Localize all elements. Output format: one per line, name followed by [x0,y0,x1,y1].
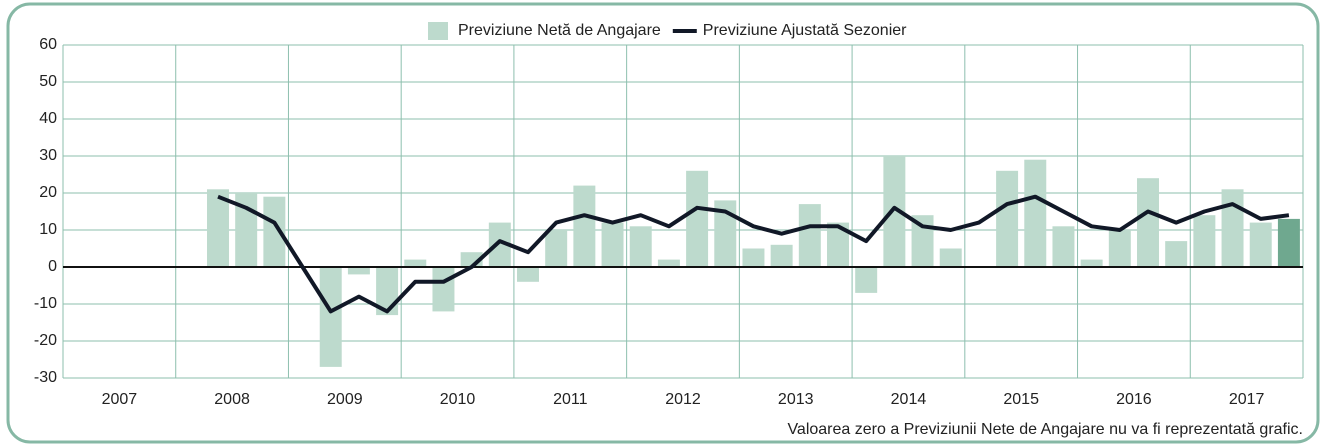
legend-label: Previziune Ajustată Sezonier [703,22,907,39]
bar [770,244,793,267]
bar [1249,222,1272,267]
x-tick-label: 2016 [1116,391,1152,408]
frame [6,2,1320,444]
bar [1052,226,1075,267]
bar [686,170,709,267]
x-tick-label: 2009 [327,391,363,408]
y-tick-label: 60 [39,36,57,53]
bar [657,259,680,267]
bar [573,185,596,267]
bar [883,156,906,267]
bar [1165,241,1188,267]
bar [742,248,765,267]
x-tick-label: 2014 [891,391,927,408]
bar [939,248,962,267]
y-tick-label: 40 [39,110,57,127]
bar [517,267,539,282]
x-tick-label: 2011 [553,391,588,408]
y-tick-label: 30 [39,147,57,164]
x-tick-label: 2017 [1229,391,1265,408]
bar [1137,178,1159,267]
bar [855,267,878,293]
x-tick-label: 2008 [214,391,250,408]
x-tick-label: 2012 [665,391,701,408]
bar [996,170,1019,267]
bar [798,204,821,267]
y-tick-label: 20 [39,184,57,201]
bar [432,267,455,312]
x-tick-label: 2007 [102,391,138,408]
x-tick-label: 2015 [1003,391,1039,408]
bar [347,267,370,275]
bar [404,259,427,267]
bar [714,200,737,267]
bar [1108,230,1131,267]
bar [1221,189,1244,267]
bar [545,230,568,267]
footnote: Valoarea zero a Previziunii Nete de Anga… [787,421,1303,438]
bar [319,267,342,367]
line [217,194,1290,314]
x-tick-label: 2010 [440,391,476,408]
bar [488,222,511,267]
bar [629,226,652,267]
y-tick-label: 10 [39,221,57,238]
y-tick-label: -30 [34,369,57,386]
bar [601,222,624,267]
y-tick-label: -20 [34,332,57,349]
y-tick-label: 50 [39,73,57,90]
bar [1193,215,1216,267]
bar [207,189,229,267]
bar [1080,259,1103,267]
y-tick-label: 0 [48,258,57,275]
bar [1277,218,1300,267]
x-tick-label: 2013 [778,391,814,408]
bar [827,222,849,267]
bar [263,196,286,267]
y-tick-label: -10 [34,295,57,312]
bar [1024,159,1047,267]
legend-swatch [428,22,448,40]
legend-label: Previziune Netă de Angajare [458,22,661,39]
